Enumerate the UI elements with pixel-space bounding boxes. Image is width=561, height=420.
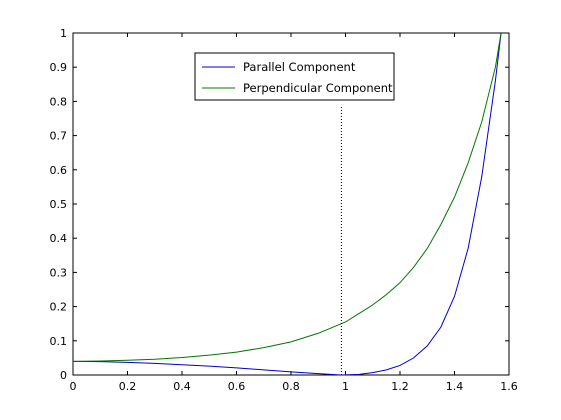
y-tick-label: 0	[60, 369, 67, 382]
y-tick-label: 0.9	[50, 61, 68, 74]
x-tick-label: 1	[342, 380, 349, 393]
series-layer	[72, 32, 502, 376]
x-tick-label: 1.6	[500, 380, 518, 393]
axis-ticks	[72, 32, 510, 376]
series-line-2	[72, 32, 502, 362]
x-tick-label: 0.8	[282, 380, 300, 393]
x-tick-label: 0.2	[119, 380, 137, 393]
legend-box	[194, 52, 395, 101]
x-tick-label: 1.4	[446, 380, 464, 393]
x-tick-label: 0.4	[173, 380, 191, 393]
y-tick-label: 0.3	[50, 266, 68, 279]
legend-label: Perpendicular Component	[243, 81, 393, 95]
y-tick-label: 0.6	[50, 164, 68, 177]
y-tick-label: 0.2	[50, 301, 68, 314]
x-tick-label: 0	[70, 380, 77, 393]
y-tick-label: 0.4	[50, 232, 68, 245]
legend: Parallel Component Perpendicular Componen…	[194, 52, 395, 101]
x-tick-label: 0.6	[228, 380, 246, 393]
x-tick-labels: 0 0.2 0.4 0.6 0.8 1 1.2 1.4 1.6	[70, 380, 518, 393]
y-tick-label: 1	[60, 27, 67, 40]
x-tick-label: 1.2	[391, 380, 409, 393]
y-tick-label: 0.5	[50, 198, 68, 211]
y-tick-label: 0.7	[50, 130, 68, 143]
series-line-1	[72, 32, 502, 376]
legend-label: Parallel Component	[243, 60, 356, 74]
y-tick-labels: 0 0.1 0.2 0.3 0.4 0.5 0.6 0.7 0.8 0.9 1	[50, 27, 68, 382]
y-tick-label: 0.8	[50, 95, 68, 108]
y-tick-label: 0.1	[50, 335, 68, 348]
